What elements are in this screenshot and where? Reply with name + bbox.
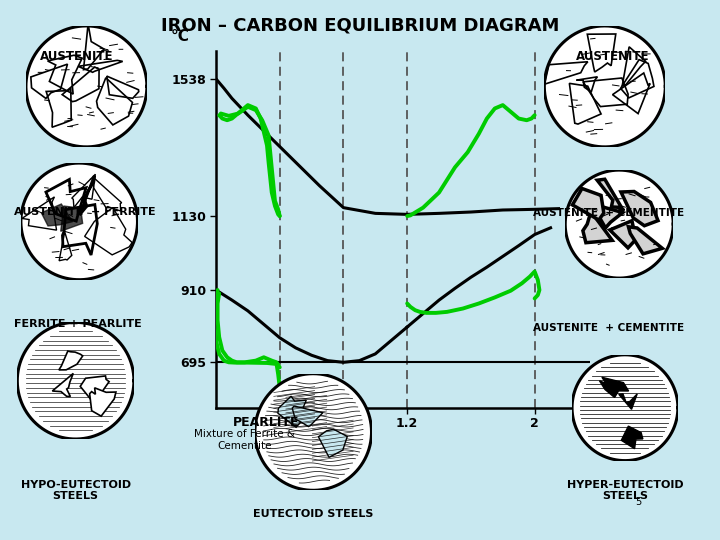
Text: AUSTENITE: AUSTENITE [576, 50, 649, 63]
Text: AUSTENITE  + CEMENTITE: AUSTENITE + CEMENTITE [533, 323, 684, 333]
Polygon shape [583, 212, 612, 242]
Polygon shape [544, 26, 665, 147]
Polygon shape [53, 374, 73, 396]
Polygon shape [89, 388, 116, 416]
Text: 5: 5 [635, 497, 642, 507]
Polygon shape [572, 355, 678, 461]
Text: °C: °C [171, 29, 190, 44]
Text: Mixture of Ferrite &
Cementite: Mixture of Ferrite & Cementite [194, 429, 295, 451]
Polygon shape [572, 188, 604, 220]
Text: FERRITE + PEARLITE: FERRITE + PEARLITE [14, 319, 142, 329]
Polygon shape [592, 204, 623, 228]
Polygon shape [565, 170, 673, 278]
Text: IRON – CARBON EQUILIBRIUM DIAGRAM: IRON – CARBON EQUILIBRIUM DIAGRAM [161, 16, 559, 34]
Polygon shape [17, 322, 134, 439]
Polygon shape [292, 406, 323, 427]
Polygon shape [255, 374, 372, 490]
Polygon shape [21, 163, 138, 280]
Polygon shape [60, 206, 83, 231]
Polygon shape [621, 192, 658, 226]
Polygon shape [621, 426, 643, 449]
Polygon shape [618, 394, 637, 409]
Polygon shape [41, 204, 73, 226]
Text: EUTECTOID STEELS: EUTECTOID STEELS [253, 509, 374, 519]
Text: AUSTENITE  + CEMENTITE: AUSTENITE + CEMENTITE [533, 208, 684, 218]
Text: HYPER-EUTECTOID
STEELS: HYPER-EUTECTOID STEELS [567, 480, 683, 501]
Text: AUSTENITE  + FERRITE: AUSTENITE + FERRITE [14, 207, 156, 217]
Polygon shape [610, 221, 636, 248]
Polygon shape [597, 179, 624, 211]
Polygon shape [59, 351, 83, 370]
Polygon shape [600, 377, 629, 397]
Polygon shape [318, 429, 347, 457]
Polygon shape [629, 227, 662, 254]
Text: HYPO-EUTECTOID
STEELS: HYPO-EUTECTOID STEELS [21, 480, 130, 501]
Polygon shape [278, 396, 306, 427]
Text: AUSTENITE: AUSTENITE [40, 50, 113, 63]
Text: PEARLITE: PEARLITE [233, 416, 300, 429]
Polygon shape [26, 26, 147, 147]
Polygon shape [80, 376, 109, 403]
